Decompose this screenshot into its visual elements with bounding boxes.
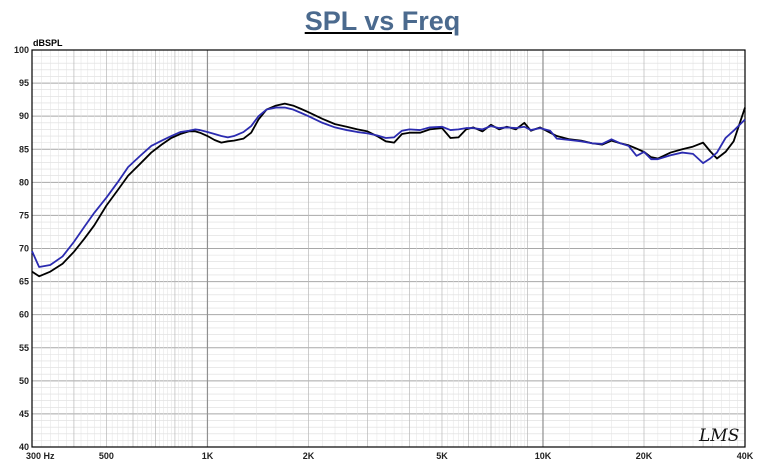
y-tick-label: 85	[19, 144, 29, 154]
x-tick-label: 1K	[202, 451, 214, 461]
x-tick-label: 5K	[436, 451, 448, 461]
y-tick-label: 40	[19, 442, 29, 452]
chart-title: SPL vs Freq	[0, 6, 765, 37]
x-tick-label: 40K	[737, 451, 754, 461]
y-tick-label: 50	[19, 376, 29, 386]
x-tick-label: 10K	[535, 451, 552, 461]
x-tick-label: 2K	[303, 451, 315, 461]
series-line-2	[31, 106, 746, 268]
series	[31, 102, 746, 278]
y-tick-label: 75	[19, 210, 29, 220]
y-tick-label: 65	[19, 277, 29, 287]
y-tick-label: 95	[19, 78, 29, 88]
x-axis-ticks: 300 Hz 500 1K 2K 5K 10K 20K 40K	[26, 451, 754, 461]
y-tick-label: 60	[19, 310, 29, 320]
x-tick-label: 500	[99, 451, 114, 461]
y-tick-label: 55	[19, 343, 29, 353]
y-tick-label: 100	[14, 45, 29, 55]
chart-title-text: SPL vs Freq	[304, 6, 461, 36]
y-axis-ticks: 40 45 50 55 60 65 70 75 80 85 90 95 100	[14, 45, 29, 452]
lms-watermark: LMS	[698, 426, 739, 446]
plot-frame	[31, 49, 746, 448]
x-tick-label: 300 Hz	[26, 451, 55, 461]
x-tick-label: 20K	[636, 451, 653, 461]
y-axis-label: dBSPL	[33, 38, 63, 48]
grid	[31, 49, 746, 448]
y-tick-label: 70	[19, 244, 29, 254]
y-tick-label: 80	[19, 177, 29, 187]
y-tick-label: 45	[19, 409, 29, 419]
y-tick-label: 90	[19, 111, 29, 121]
